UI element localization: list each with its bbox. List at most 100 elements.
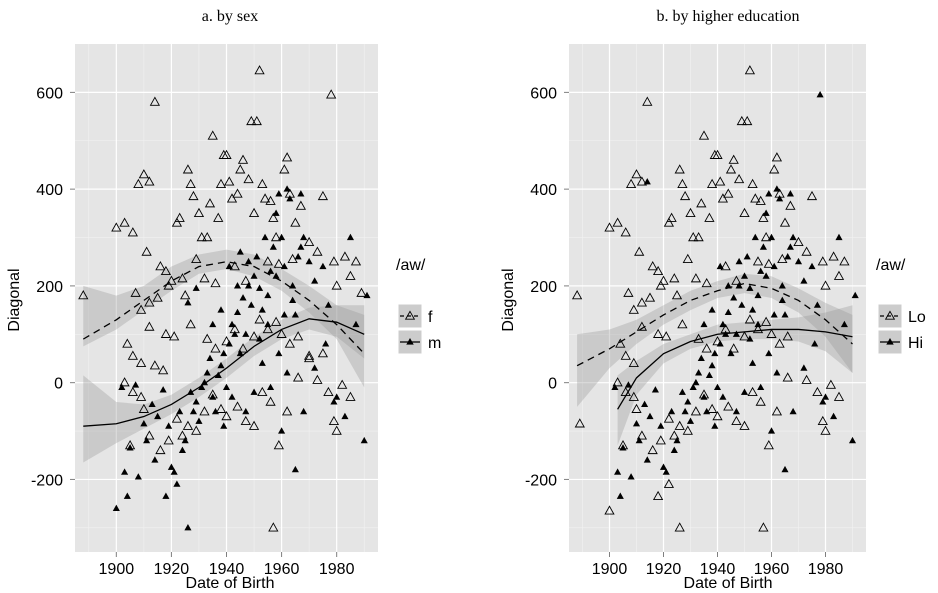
data-point-m (233, 282, 242, 289)
data-point-m (181, 436, 189, 444)
data-point-f (196, 232, 207, 242)
data-point-Hi (767, 427, 776, 434)
data-point-Hi (816, 90, 824, 98)
data-point-Hi (708, 306, 716, 313)
data-point-m (283, 185, 291, 192)
data-point-f (262, 323, 273, 334)
data-point-m (228, 393, 236, 400)
data-point-m (225, 340, 233, 347)
data-point-f (284, 338, 295, 348)
data-point-Lo (644, 292, 656, 302)
data-point-Lo (839, 256, 850, 266)
data-point-f (119, 377, 130, 387)
data-point-f (191, 425, 202, 435)
data-point-m (280, 311, 288, 318)
data-point-Hi (686, 417, 695, 424)
data-point-Lo (739, 420, 750, 430)
data-point-Lo (685, 207, 696, 218)
data-point-f (312, 374, 323, 384)
legend-marker-Hi (886, 337, 894, 345)
data-point-Lo (620, 350, 631, 360)
data-point-m (170, 468, 178, 475)
data-point-f (273, 440, 284, 450)
data-point-Hi (778, 282, 786, 289)
data-point-Lo (817, 256, 828, 266)
data-point-Lo (647, 261, 658, 271)
data-point-Lo (763, 258, 774, 268)
data-point-f (135, 304, 147, 314)
data-point-f (270, 232, 282, 242)
data-point-Hi (711, 349, 719, 357)
data-point-f (292, 331, 304, 341)
data-point-Lo (612, 217, 623, 227)
data-point-m (132, 381, 140, 388)
data-point-Hi (697, 354, 705, 362)
data-point-Hi (781, 465, 789, 473)
data-point-Lo (571, 290, 583, 300)
data-point-Lo (782, 372, 793, 382)
data-point-Hi (821, 393, 830, 400)
data-point-Hi (800, 364, 808, 371)
data-point-m (294, 253, 302, 260)
data-point-Hi (646, 412, 654, 420)
y-axis-label: Diagonal (6, 268, 23, 331)
data-point-f (237, 343, 249, 353)
data-point-Lo (604, 505, 615, 515)
data-point-Hi (705, 371, 713, 378)
data-point-Hi (670, 446, 678, 453)
data-point-f (144, 297, 155, 307)
data-point-Hi (614, 468, 622, 475)
data-point-m (311, 364, 319, 371)
data-point-Hi (732, 330, 740, 337)
data-point-Lo (739, 207, 750, 218)
data-point-m (264, 320, 272, 328)
data-point-f (276, 328, 287, 338)
y-tick-label: 0 (548, 376, 557, 393)
data-point-f (171, 217, 183, 227)
data-point-Lo (758, 212, 769, 222)
data-point-m (140, 419, 148, 427)
data-point-m (192, 398, 200, 405)
data-point-f (215, 403, 227, 413)
data-point-Hi (740, 388, 749, 395)
y-axis-label: Diagonal (500, 268, 517, 331)
data-point-f (127, 227, 138, 237)
data-point-m (352, 320, 360, 328)
data-point-f (235, 164, 246, 174)
data-point-f (182, 164, 194, 174)
data-point-f (243, 173, 254, 184)
data-point-f (257, 386, 268, 397)
data-point-f (193, 207, 205, 218)
data-point-Lo (717, 193, 729, 203)
data-point-f (185, 319, 196, 329)
data-point-m (195, 417, 203, 424)
data-point-Lo (728, 154, 739, 164)
data-point-Lo (655, 435, 666, 445)
data-point-f (254, 314, 265, 324)
data-point-Lo (833, 270, 845, 280)
data-point-m (220, 349, 228, 357)
data-point-m (283, 369, 291, 376)
y-tick-label: 600 (36, 85, 63, 102)
data-point-Hi (616, 492, 624, 499)
data-point-Hi (786, 243, 794, 250)
data-point-m (154, 412, 162, 420)
data-point-m (286, 195, 294, 202)
data-point-Hi (835, 233, 843, 241)
data-point-Hi (851, 291, 859, 299)
data-point-f (202, 232, 213, 242)
data-point-Hi (643, 178, 651, 185)
data-point-f (240, 415, 251, 426)
data-point-Hi (724, 308, 732, 316)
data-point-m (250, 388, 258, 395)
data-point-Hi (635, 436, 643, 444)
data-point-f (262, 256, 273, 266)
data-point-m (167, 463, 175, 470)
data-point-m (236, 248, 244, 255)
data-point-f (226, 193, 238, 203)
data-point-m (239, 294, 247, 301)
data-point-m (289, 282, 297, 289)
data-point-f (130, 287, 141, 297)
data-point-Hi (743, 253, 751, 260)
data-point-Lo (658, 275, 669, 285)
